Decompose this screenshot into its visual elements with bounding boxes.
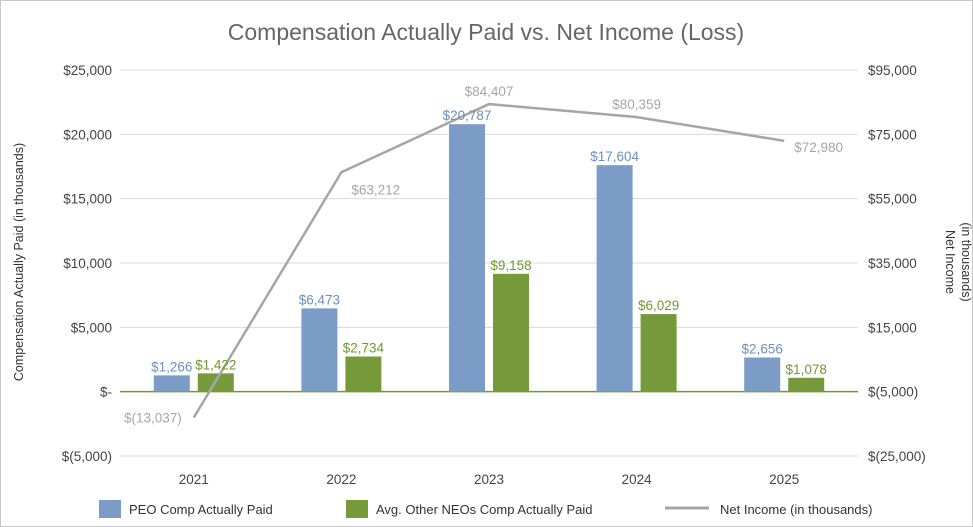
data-label-neo: $6,029 xyxy=(638,298,679,313)
x-tick-label: 2025 xyxy=(769,472,799,487)
data-labels: $1,266 $6,473 $20,787 $17,604 $2,656 $1,422 $2… xyxy=(124,84,843,425)
y2-tick-label: $35,000 xyxy=(868,256,917,271)
legend-label-neo: Avg. Other NEOs Comp Actually Paid xyxy=(376,502,593,517)
y-tick-label: $25,000 xyxy=(63,63,112,78)
y-tick-label: $10,000 xyxy=(63,256,112,271)
bar-peo xyxy=(301,308,338,392)
net-income-line xyxy=(192,102,785,419)
gridlines xyxy=(120,69,858,457)
y-tick-label: $20,000 xyxy=(63,127,112,142)
x-tick-label: 2021 xyxy=(179,472,209,487)
y2-axis-title-line2: (in thousands) xyxy=(959,222,973,301)
data-label-peo: $2,656 xyxy=(742,341,783,356)
data-label-neo: $2,734 xyxy=(343,340,385,355)
data-label-net-income: $63,212 xyxy=(351,182,400,197)
data-label-net-income: $(13,037) xyxy=(124,411,182,426)
axis-ticks: $25,000 $20,000 $15,000 $10,000 $5,000 $- $(5,… xyxy=(62,63,926,487)
data-label-net-income: $84,407 xyxy=(465,84,514,99)
y2-tick-label: $75,000 xyxy=(868,127,917,142)
y-tick-label: $5,000 xyxy=(71,320,112,335)
data-label-net-income: $80,359 xyxy=(612,97,661,112)
x-tick-label: 2024 xyxy=(622,472,653,487)
bar-neo xyxy=(788,377,825,392)
data-label-net-income: $72,980 xyxy=(794,140,843,155)
legend-swatch-peo xyxy=(99,500,121,518)
line-net-income xyxy=(192,102,785,419)
y2-tick-label: $(25,000) xyxy=(868,449,926,464)
y-tick-label: $15,000 xyxy=(63,192,112,207)
data-label-neo: $9,158 xyxy=(490,258,531,273)
bar-peo xyxy=(596,165,633,392)
y-axis-title: Compensation Actually Paid (in thousands… xyxy=(12,143,26,381)
bar-peo xyxy=(449,124,485,392)
legend-swatch-neo xyxy=(346,500,368,518)
y-tick-label: $- xyxy=(100,385,112,400)
y2-tick-label: $(5,000) xyxy=(868,385,918,400)
data-label-peo: $20,787 xyxy=(443,108,492,123)
y2-tick-label: $95,000 xyxy=(868,63,917,78)
legend-label-net-income: Net Income (in thousands) xyxy=(720,502,872,517)
chart-title: Compensation Actually Paid vs. Net Incom… xyxy=(228,19,744,45)
bar-neo xyxy=(640,314,677,392)
y2-axis-title-line1: Net Income xyxy=(943,230,957,294)
data-label-peo: $1,266 xyxy=(151,359,192,374)
y2-tick-label: $15,000 xyxy=(868,320,917,335)
y-tick-label: $(5,000) xyxy=(62,449,112,464)
bars xyxy=(153,124,825,392)
data-label-neo: $1,422 xyxy=(195,357,236,372)
bar-peo xyxy=(153,375,190,392)
data-label-peo: $17,604 xyxy=(590,149,639,164)
bar-neo xyxy=(345,356,382,392)
legend-label-peo: PEO Comp Actually Paid xyxy=(129,502,273,517)
x-tick-label: 2023 xyxy=(474,472,504,487)
y2-tick-label: $55,000 xyxy=(868,192,917,207)
data-label-peo: $6,473 xyxy=(299,292,340,307)
legend: PEO Comp Actually Paid Avg. Other NEOs C… xyxy=(99,500,872,518)
bar-peo xyxy=(744,357,781,392)
x-tick-label: 2022 xyxy=(326,472,356,487)
bar-neo xyxy=(493,273,529,392)
data-label-neo: $1,078 xyxy=(786,362,827,377)
